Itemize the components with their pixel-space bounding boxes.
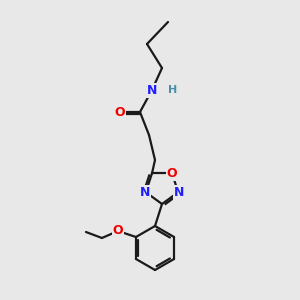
Text: N: N xyxy=(174,186,184,199)
Text: N: N xyxy=(147,83,157,97)
Text: O: O xyxy=(112,224,123,238)
Text: H: H xyxy=(168,85,178,95)
Text: O: O xyxy=(167,167,177,180)
Text: O: O xyxy=(115,106,125,118)
Text: N: N xyxy=(140,186,150,199)
